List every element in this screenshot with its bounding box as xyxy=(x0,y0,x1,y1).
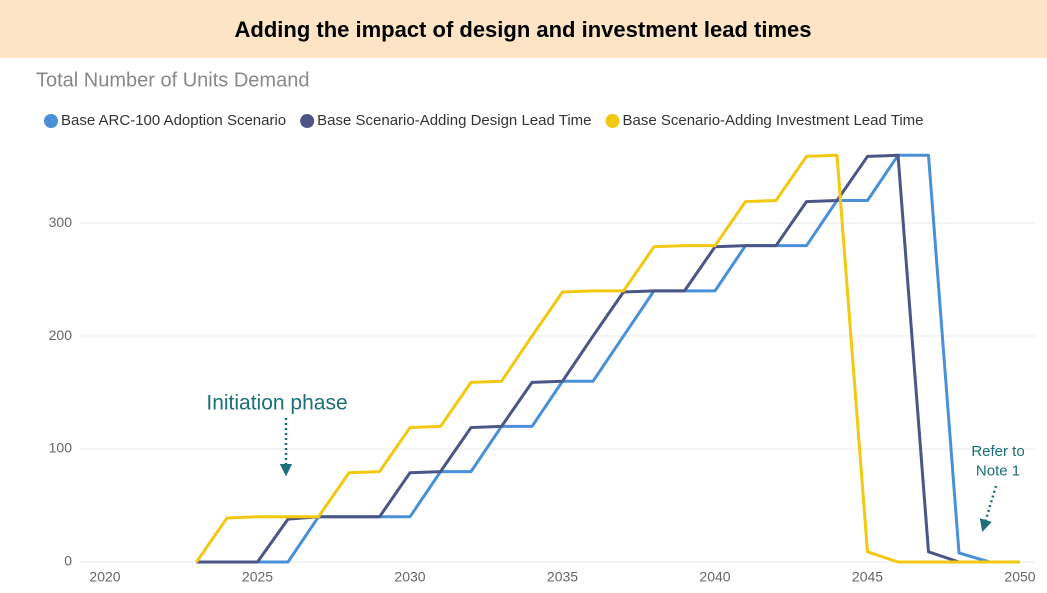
annotation: Initiation phase xyxy=(206,392,347,415)
x-tick-label: 2030 xyxy=(394,569,425,585)
annotations: Initiation phase Refer to Note 1 xyxy=(206,392,1024,480)
annotation: Note 1 xyxy=(976,462,1020,479)
x-tick-label: 2040 xyxy=(699,569,730,585)
chart-title: Adding the impact of design and investme… xyxy=(235,17,812,42)
x-tick-label: 2025 xyxy=(242,569,273,585)
title-banner xyxy=(0,0,1047,58)
annotation-arrow xyxy=(979,485,998,532)
legend-marker xyxy=(44,114,58,128)
series-line xyxy=(195,153,1020,564)
y-tick-label: 200 xyxy=(49,327,73,343)
annotation: Refer to xyxy=(971,443,1024,460)
series-line xyxy=(196,153,1020,564)
legend-label: Base Scenario-Adding Design Lead Time xyxy=(317,112,591,129)
chart-subtitle: Total Number of Units Demand xyxy=(36,69,309,91)
y-tick-label: 0 xyxy=(64,553,72,569)
legend-marker xyxy=(300,114,315,128)
legend-marker xyxy=(605,114,620,128)
legend-label: Base ARC-100 Adoption Scenario xyxy=(61,112,286,129)
series-line xyxy=(196,153,1020,564)
x-tick-label: 2045 xyxy=(852,569,883,585)
legend: Base ARC-100 Adoption Scenario Base Scena… xyxy=(44,112,924,129)
x-tick-label: 2020 xyxy=(89,569,120,585)
plot xyxy=(195,153,1020,564)
x-tick-label: 2050 xyxy=(1004,569,1035,585)
y-tick-label: 100 xyxy=(49,440,73,456)
x-tick-label: 2035 xyxy=(547,569,578,585)
y-tick-label: 300 xyxy=(49,214,73,230)
grid: 0 100 200 300 2020 2025 2030 2035 2040 2045 2050 xyxy=(49,214,1036,585)
legend-label: Base Scenario-Adding Investment Lead Tim… xyxy=(623,112,924,129)
